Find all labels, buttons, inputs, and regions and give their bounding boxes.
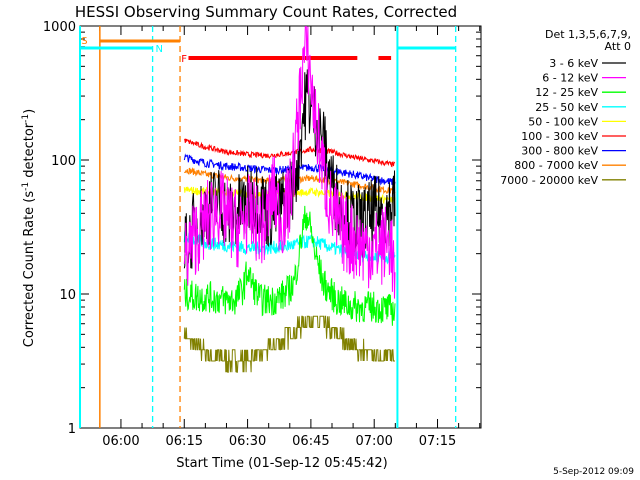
flag-label-f: F: [181, 54, 187, 65]
legend-label: 50 - 100 keV: [528, 115, 598, 128]
flag-markers: [79, 26, 457, 428]
series-line: [183, 205, 396, 326]
y-axis-label: Corrected Count Rate (s-1 detector-1): [21, 109, 37, 347]
x-axis-label: Start Time (01-Sep-12 05:45:42): [176, 456, 387, 471]
legend-label: 25 - 50 keV: [535, 101, 598, 114]
legend-label: 7000 - 20000 keV: [500, 174, 598, 187]
legend-label: 800 - 7000 keV: [514, 159, 598, 172]
flag-label-s: S: [81, 36, 87, 47]
y-tick-label: 100: [51, 154, 76, 169]
x-tick-label: 07:00: [355, 434, 392, 449]
x-tick-label: 07:15: [419, 434, 456, 449]
legend-label: 6 - 12 keV: [542, 72, 598, 85]
chart-title: HESSI Observing Summary Count Rates, Cor…: [75, 3, 457, 21]
legend-header-2: Att 0: [605, 40, 631, 53]
x-tick-label: 06:45: [292, 434, 329, 449]
footer-date: 5-Sep-2012 09:09: [553, 467, 634, 477]
flag-label-n: N: [156, 44, 163, 55]
y-tick-label: 10: [59, 288, 76, 303]
series-line: [183, 315, 395, 373]
legend: Det 1,3,5,6,7,9, Att 0 3 - 6 keV 6 - 12 k…: [500, 28, 631, 187]
axis-ticks: 1 10 100 1000 06:00 06:15 06:30 06:45 07:00 07:15: [43, 20, 481, 449]
y-tick-label: 1000: [43, 20, 76, 35]
legend-label: 3 - 6 keV: [549, 57, 598, 70]
legend-label: 100 - 300 keV: [521, 130, 598, 143]
y-tick-label: 1: [68, 422, 76, 437]
x-tick-label: 06:30: [229, 434, 266, 449]
series-line: [183, 26, 396, 299]
x-tick-label: 06:15: [166, 434, 203, 449]
legend-label: 12 - 25 keV: [535, 86, 598, 99]
series-line: [183, 138, 396, 168]
legend-header-1: Det 1,3,5,6,7,9,: [545, 28, 631, 41]
x-tick-label: 06:00: [102, 434, 139, 449]
legend-label: 300 - 800 keV: [521, 145, 598, 158]
flag-labels: S N F: [81, 36, 187, 65]
series-lines: [183, 26, 396, 373]
